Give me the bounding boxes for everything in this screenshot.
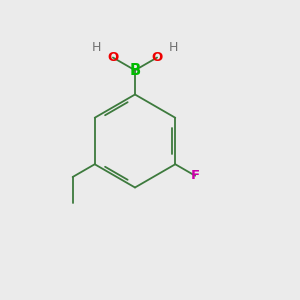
Text: H: H (92, 41, 101, 55)
Text: F: F (190, 169, 200, 182)
Text: O: O (152, 51, 163, 64)
Text: O: O (107, 51, 118, 64)
Text: H: H (169, 41, 178, 55)
Text: B: B (129, 63, 141, 78)
